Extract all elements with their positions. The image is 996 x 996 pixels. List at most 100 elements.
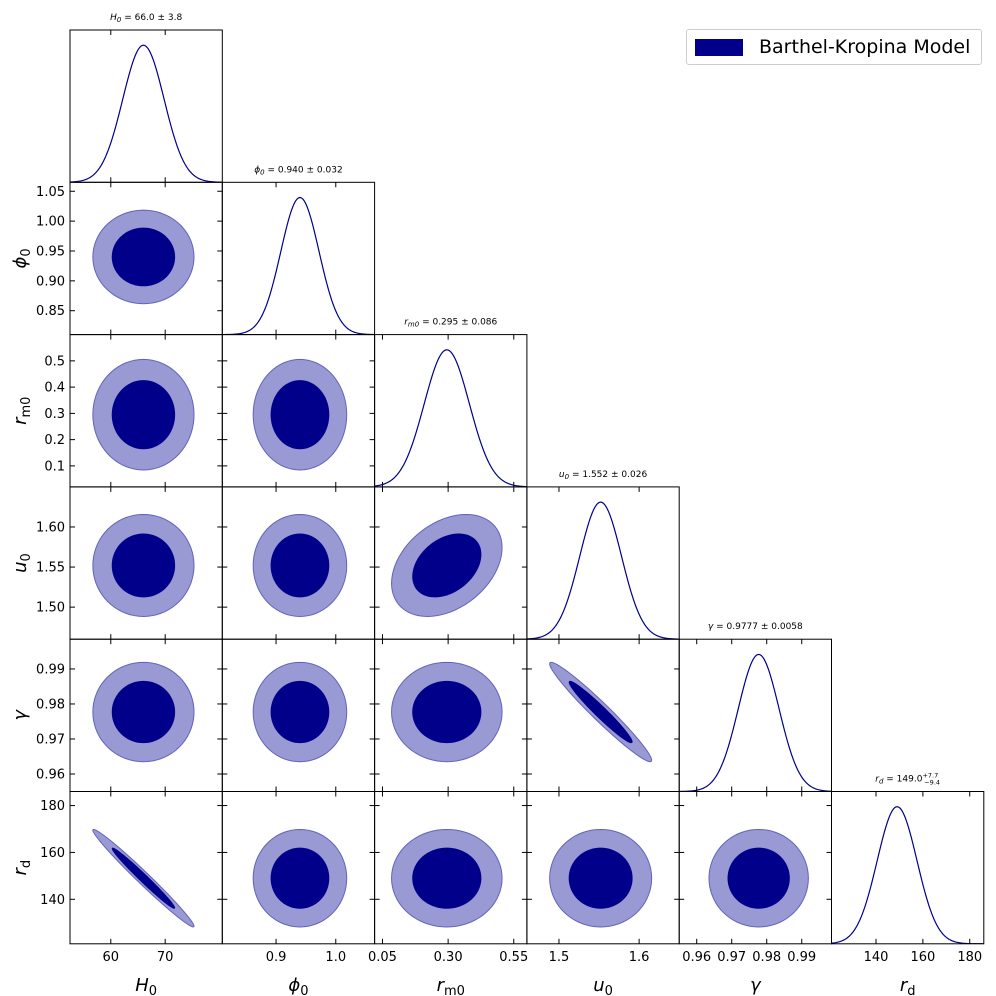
title-rd-subscript: −9.4: [924, 779, 940, 787]
x-tick-label-phi0: 0.9: [266, 950, 287, 965]
panel-frame: [69, 29, 223, 183]
contour-68-rd-phi0: [270, 847, 330, 909]
panel-content: [92, 828, 195, 928]
panel-content: [831, 806, 984, 944]
contour-68-u0-H0: [111, 533, 176, 598]
contour-68-gamma-rm0: [412, 680, 482, 744]
posterior-line-rd: [831, 806, 984, 944]
x-axis-label-H0-base: H: [135, 975, 149, 996]
contour-68-rd-H0: [111, 847, 176, 909]
y-tick-label-rm0: 0.4: [44, 381, 65, 396]
x-tick-label-rd: 140: [864, 950, 889, 965]
panel-frame: [526, 486, 680, 640]
panel-rm0-phi0: [221, 334, 376, 488]
panel-frame: [221, 181, 376, 336]
panel-content: [526, 501, 680, 640]
panel-content: [70, 44, 223, 183]
title-u0-base: u: [559, 470, 565, 480]
title-H0-value: = 66.0 ± 3.8: [121, 13, 182, 23]
legend: Barthel-Kropina Model: [686, 29, 982, 65]
x-tick-label-gamma: 0.98: [752, 950, 781, 965]
x-tick-label-H0: 60: [103, 950, 120, 965]
y-tick-label-rd: 160: [40, 846, 65, 861]
x-tick-label-rm0: 0.05: [368, 950, 397, 965]
x-tick-label-rm0: 0.30: [434, 950, 463, 965]
x-tick-label-u0: 1.6: [629, 950, 650, 965]
y-tick-label-rm0: 0.2: [44, 433, 65, 448]
panel-gamma-rm0: [374, 638, 528, 793]
y-tick-label-u0: 1.55: [36, 561, 65, 576]
y-axis-label-rd-sub: d: [19, 860, 34, 868]
x-axis-label-rd-base: r: [900, 975, 909, 996]
panel-rd-u0: [526, 791, 680, 945]
contour-68-rm0-phi0: [270, 380, 330, 450]
panel-content: [391, 828, 503, 928]
panel-rd-phi0: [221, 791, 376, 945]
title-u0-value: = 1.552 ± 0.026: [569, 470, 647, 480]
title-H0-base: H: [110, 13, 117, 23]
contour-68-rm0-H0: [111, 380, 176, 450]
x-tick-label-H0: 70: [157, 950, 174, 965]
title-rm0-sub: m0: [408, 321, 420, 329]
legend-label: Barthel-Kropina Model: [759, 36, 971, 58]
x-tick-label-rd: 180: [957, 950, 982, 965]
x-tick-label-rm0: 0.55: [499, 950, 528, 965]
panel-rm0-H0: [69, 334, 223, 488]
y-axis-label-u0-base: u: [10, 561, 31, 572]
x-axis-label-H0: H0: [135, 975, 157, 996]
x-axis-label-rd-sub: d: [907, 984, 915, 996]
panel-rd-H0: [69, 791, 223, 945]
title-rd: rd = 149.0+7.7 −9.4: [875, 772, 940, 787]
x-axis-label-rm0-base: r: [437, 975, 446, 996]
panel-content: [92, 358, 195, 471]
contour-68-rd-rm0: [412, 847, 482, 909]
y-tick-label-phi0: 1.00: [36, 215, 65, 230]
title-rd-sup: +7.7: [922, 772, 938, 780]
y-tick-label-gamma: 0.97: [36, 732, 65, 747]
panel-content: [549, 661, 653, 763]
x-tick-label-gamma: 0.99: [787, 950, 816, 965]
x-tick-label-rd: 160: [910, 950, 935, 965]
x-axis-label-phi0-base: ϕ: [288, 975, 300, 996]
panel-content: [708, 828, 809, 928]
y-tick-label-u0: 1.60: [36, 520, 65, 535]
panel-rd-rd: rd = 149.0+7.7 −9.4: [831, 772, 985, 945]
contour-68-rd-u0: [568, 847, 633, 909]
title-H0: H0 = 66.0 ± 3.8: [110, 13, 182, 24]
title-phi0-base: ϕ: [254, 165, 260, 175]
y-axis-label-u0: u0: [10, 553, 34, 573]
contour-68-gamma-u0: [568, 680, 633, 744]
title-H0-sub: 0: [117, 16, 122, 24]
y-axis-label-phi0-base: ϕ: [10, 257, 31, 269]
y-axis-label-gamma-base: γ: [10, 709, 31, 721]
y-axis-label-phi0: ϕ0: [10, 248, 34, 268]
panel-content: [374, 349, 527, 487]
title-phi0: ϕ0 = 0.940 ± 0.032: [254, 165, 342, 176]
y-tick-label-u0: 1.50: [36, 601, 65, 616]
x-tick-label-u0: 1.5: [549, 950, 570, 965]
panel-H0-H0: H0 = 66.0 ± 3.8: [69, 13, 223, 183]
panel-content: [252, 661, 348, 763]
panel-phi0-H0: [69, 181, 223, 336]
legend-swatch: [695, 38, 743, 56]
x-axis-label-gamma-base: γ: [750, 975, 762, 996]
panel-content: [549, 828, 653, 928]
y-axis-label-phi0-sub: 0: [19, 248, 34, 256]
posterior-line-H0: [70, 44, 223, 183]
x-axis-label-rm0: rm0: [437, 975, 465, 996]
panel-gamma-gamma: γ = 0.9777 ± 0.0058: [678, 622, 833, 793]
panel-u0-H0: [69, 486, 223, 640]
x-tick-label-gamma: 0.97: [717, 950, 746, 965]
x-axis-label-H0-sub: 0: [149, 984, 157, 996]
x-axis-label-u0-sub: 0: [605, 984, 613, 996]
y-axis-label-rd: rd: [10, 860, 34, 876]
y-tick-label-gamma: 0.99: [36, 662, 65, 677]
panel-content: [391, 661, 503, 763]
y-axis-label-u0-sub: 0: [19, 553, 34, 561]
contour-68-rd-gamma: [727, 847, 790, 909]
posterior-line-gamma: [679, 653, 832, 792]
panel-content: [92, 209, 195, 305]
panel-content: [92, 661, 195, 763]
title-rd-sub: d: [879, 778, 884, 786]
